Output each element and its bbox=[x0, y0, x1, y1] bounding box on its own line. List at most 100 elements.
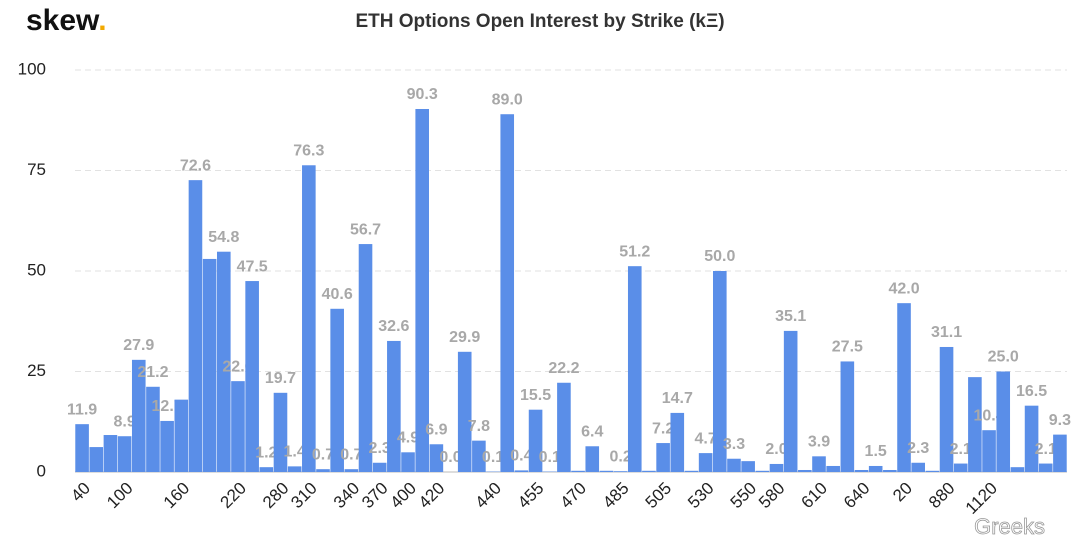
x-tick-label: 580 bbox=[755, 479, 788, 512]
x-tick-label: 400 bbox=[387, 479, 420, 512]
bar bbox=[160, 420, 174, 472]
data-label: 50.0 bbox=[704, 248, 735, 265]
data-label: 11.9 bbox=[67, 401, 97, 418]
watermark: Greeks bbox=[974, 514, 1045, 539]
x-tick-label: 370 bbox=[358, 479, 391, 512]
x-tick-label: 470 bbox=[557, 479, 590, 512]
bar bbox=[854, 469, 869, 472]
data-label: 2.1 bbox=[950, 441, 972, 458]
bar bbox=[585, 446, 600, 472]
data-label: 72.6 bbox=[180, 157, 211, 174]
bar bbox=[571, 470, 585, 472]
bar bbox=[202, 258, 217, 472]
data-label: 0.0 bbox=[439, 449, 461, 466]
x-tick-label: 530 bbox=[684, 479, 717, 512]
x-tick-label: 20 bbox=[889, 479, 916, 506]
data-label: 21.2 bbox=[137, 364, 168, 381]
x-tick-label: 550 bbox=[727, 479, 760, 512]
data-label: 25.0 bbox=[988, 349, 1019, 366]
data-label: 2.0 bbox=[765, 441, 787, 458]
bar bbox=[1053, 434, 1067, 472]
bar bbox=[500, 114, 515, 472]
data-label: 0.4 bbox=[510, 448, 532, 465]
bar bbox=[599, 470, 614, 472]
data-label: 31.1 bbox=[931, 324, 962, 341]
bar bbox=[103, 435, 118, 472]
x-tick-label: 310 bbox=[287, 479, 320, 512]
data-label: 47.5 bbox=[237, 258, 268, 275]
bar bbox=[953, 463, 968, 472]
data-label: 9.3 bbox=[1049, 412, 1071, 429]
data-label: 56.7 bbox=[350, 221, 381, 238]
data-label: 1.4 bbox=[284, 444, 306, 461]
bar bbox=[783, 330, 798, 472]
bar bbox=[712, 271, 727, 472]
x-tick-label: 485 bbox=[599, 479, 632, 512]
data-label: 6.9 bbox=[425, 421, 447, 438]
bar bbox=[727, 458, 741, 472]
data-label: 1.2 bbox=[255, 444, 277, 461]
x-tick-label: 610 bbox=[798, 479, 831, 512]
data-label: 27.5 bbox=[832, 339, 863, 356]
bar bbox=[188, 180, 203, 472]
bar bbox=[968, 377, 982, 472]
bar bbox=[557, 382, 571, 472]
bar bbox=[684, 470, 699, 472]
bar bbox=[472, 440, 486, 472]
data-label: 29.9 bbox=[449, 329, 480, 346]
y-tick-label: 0 bbox=[37, 461, 46, 480]
x-tick-label: 440 bbox=[472, 479, 505, 512]
x-tick-label: 455 bbox=[514, 479, 547, 512]
x-tick-label: 220 bbox=[216, 479, 249, 512]
data-label: 0.7 bbox=[312, 446, 334, 463]
bar bbox=[755, 470, 770, 472]
bar bbox=[656, 443, 670, 472]
data-label: 35.1 bbox=[775, 308, 806, 325]
data-label: 19.7 bbox=[265, 370, 296, 387]
y-tick-label: 50 bbox=[27, 260, 46, 279]
bar bbox=[982, 430, 996, 472]
bar bbox=[216, 251, 231, 472]
bar bbox=[316, 469, 330, 472]
data-label: 7.8 bbox=[468, 418, 490, 435]
x-tick-label: 280 bbox=[259, 479, 292, 512]
bar bbox=[1010, 467, 1025, 472]
data-label: 16.5 bbox=[1016, 383, 1047, 400]
bar bbox=[330, 308, 344, 472]
bar bbox=[89, 447, 104, 472]
data-label: 27.9 bbox=[123, 337, 154, 354]
data-label: 0.1 bbox=[482, 449, 504, 466]
data-label: 4.7 bbox=[695, 430, 717, 447]
data-label: 8.9 bbox=[113, 413, 135, 430]
bar bbox=[387, 340, 401, 472]
bar bbox=[75, 424, 89, 472]
bar bbox=[344, 469, 359, 472]
x-tick-label: 1120 bbox=[962, 479, 1001, 518]
y-tick-label: 100 bbox=[18, 59, 46, 78]
bar bbox=[401, 452, 415, 472]
data-label: 89.0 bbox=[492, 91, 523, 108]
bar bbox=[528, 409, 543, 472]
bar bbox=[231, 381, 245, 472]
x-tick-label: 640 bbox=[840, 479, 873, 512]
bar bbox=[273, 392, 288, 472]
y-tick-label: 25 bbox=[27, 361, 46, 380]
bar bbox=[1038, 463, 1053, 472]
bar bbox=[670, 412, 685, 472]
bar bbox=[996, 371, 1011, 472]
x-tick-label: 40 bbox=[67, 479, 94, 506]
bar bbox=[372, 462, 387, 472]
bar bbox=[358, 244, 373, 472]
data-label: 6.4 bbox=[581, 423, 603, 440]
data-label: 0.1 bbox=[539, 449, 561, 466]
data-label: 4.9 bbox=[397, 430, 419, 447]
bar bbox=[897, 303, 911, 472]
data-label: 51.2 bbox=[619, 243, 650, 260]
bar bbox=[146, 386, 160, 472]
data-label: 3.3 bbox=[723, 436, 745, 453]
y-tick-label: 75 bbox=[27, 160, 46, 179]
logo: skew. bbox=[26, 4, 107, 37]
bar bbox=[741, 461, 755, 472]
data-label: 42.0 bbox=[888, 280, 919, 297]
bar bbox=[259, 467, 274, 472]
